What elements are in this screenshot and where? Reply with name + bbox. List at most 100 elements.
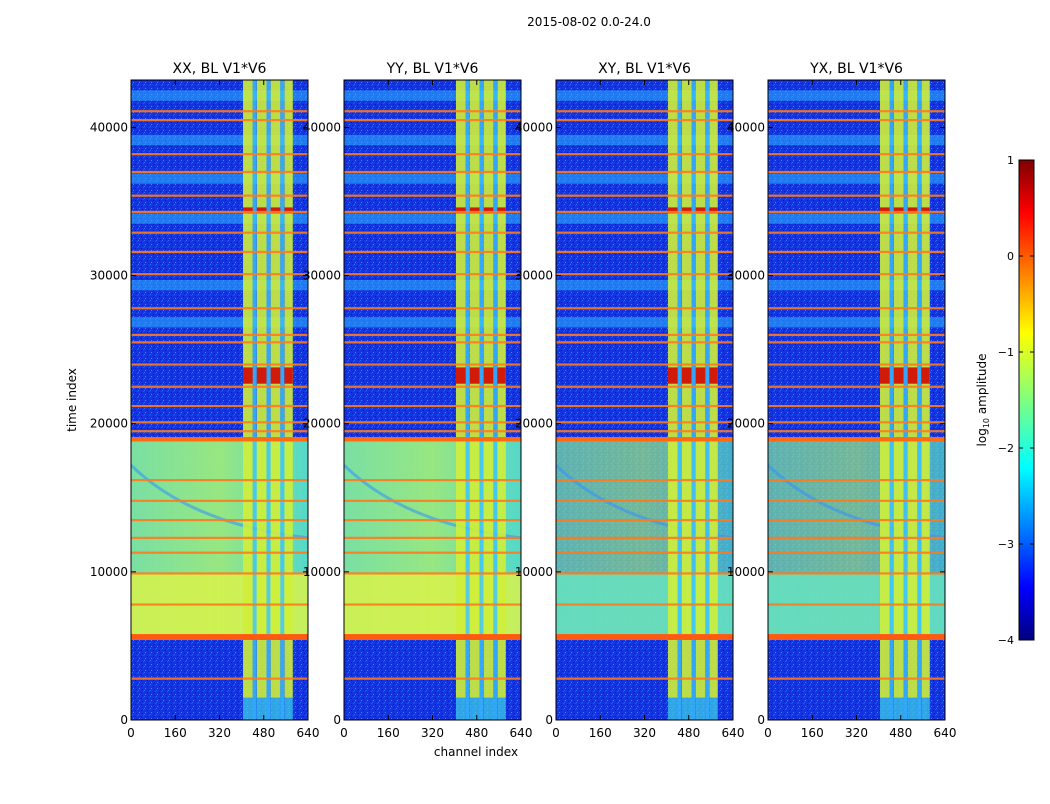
cyan-stripe <box>131 317 308 328</box>
strong-rfi <box>483 207 494 214</box>
rfi-gap <box>465 80 470 720</box>
bright-time-band <box>768 499 945 502</box>
rfi-channel-band <box>668 80 678 698</box>
y-tick-label: 20000 <box>727 417 765 431</box>
rfi-gap <box>479 80 484 720</box>
strong-rfi <box>709 367 718 384</box>
x-tick-label: 480 <box>252 726 275 740</box>
strong-rfi <box>483 367 494 384</box>
bright-time-band <box>556 421 733 424</box>
x-tick-label: 160 <box>801 726 824 740</box>
bright-time-band <box>344 273 521 276</box>
x-tick-label: 160 <box>164 726 187 740</box>
x-tick-label: 160 <box>589 726 612 740</box>
bright-time-band <box>768 519 945 522</box>
rfi-channel-band-low <box>709 697 718 720</box>
y-tick-label: 10000 <box>90 565 128 579</box>
bright-time-band <box>768 307 945 310</box>
strong-rfi <box>270 367 281 384</box>
rfi-channel-band-low <box>893 697 904 720</box>
cyan-stripe <box>344 280 521 291</box>
bright-time-band <box>131 307 308 310</box>
thick-time-band <box>556 437 733 442</box>
panels: XX, BL V1*V6 0 160 320 480 640 0 10000 20000 3000… <box>90 61 957 740</box>
strong-rfi <box>921 367 930 384</box>
bright-time-band <box>131 231 308 234</box>
y-tick-label: 0 <box>545 713 553 727</box>
x-tick-label: 320 <box>633 726 656 740</box>
x-tick-label: 320 <box>845 726 868 740</box>
panel-title: YX, BL V1*V6 <box>809 61 903 77</box>
rfi-channel-band <box>893 80 904 698</box>
y-tick-label: 0 <box>120 713 128 727</box>
bright-time-band <box>556 250 733 254</box>
cyan-stripe <box>556 90 733 101</box>
heatmap-image <box>768 80 945 720</box>
colorbar-tick-label: −3 <box>998 538 1014 551</box>
panel-title: XY, BL V1*V6 <box>598 61 691 77</box>
bright-time-band <box>344 341 521 344</box>
bright-time-band <box>556 499 733 502</box>
bright-time-band <box>344 307 521 310</box>
strong-rfi <box>880 207 890 214</box>
x-tick-label: 320 <box>208 726 231 740</box>
bright-time-band <box>556 170 733 174</box>
bright-time-band <box>768 110 945 113</box>
strong-rfi <box>709 207 718 214</box>
colorbar-ticks: 1 0 −1 −2 −3 −4 <box>998 154 1034 647</box>
rfi-channel-band <box>880 80 890 698</box>
strong-rfi <box>880 367 890 384</box>
bright-time-band <box>131 603 308 606</box>
bright-time-band <box>556 110 733 113</box>
bright-time-band <box>556 572 733 575</box>
rfi-channel-band-low <box>668 697 678 720</box>
bright-time-band <box>131 170 308 174</box>
rfi-gap <box>889 80 894 720</box>
x-tick-label: 320 <box>421 726 444 740</box>
rfi-channel-band-low <box>270 697 281 720</box>
bright-time-band <box>344 170 521 174</box>
cyan-stripe <box>768 173 945 184</box>
bright-time-band <box>344 677 521 680</box>
cyan-stripe <box>344 134 521 146</box>
x-tick-label: 640 <box>934 726 957 740</box>
bright-time-band <box>131 430 308 433</box>
strong-rfi <box>256 367 267 384</box>
bright-time-band <box>556 153 733 156</box>
bright-time-band <box>344 421 521 424</box>
bright-time-band <box>768 153 945 156</box>
bright-time-band <box>556 307 733 310</box>
strong-rfi <box>243 207 253 214</box>
bright-time-band <box>344 430 521 433</box>
bright-time-band <box>556 273 733 276</box>
x-tick-label: 480 <box>889 726 912 740</box>
bright-time-band <box>344 363 521 366</box>
bright-time-band <box>768 551 945 554</box>
bright-time-band <box>768 119 945 122</box>
bright-time-band <box>344 250 521 254</box>
thick-time-band <box>131 437 308 442</box>
bright-time-band <box>131 153 308 156</box>
strong-rfi <box>243 367 253 384</box>
panel-xx: XX, BL V1*V6 0 160 320 480 640 0 10000 20000 3000… <box>90 61 320 740</box>
y-axis-label: time index <box>65 368 79 432</box>
x-tick-label: 0 <box>552 726 560 740</box>
y-tick-label: 40000 <box>515 120 553 134</box>
suptitle: 2015-08-02 0.0-24.0 <box>527 15 651 29</box>
x-tick-label: 160 <box>377 726 400 740</box>
rfi-channel-band <box>907 80 918 698</box>
y-tick-label: 10000 <box>303 565 341 579</box>
bright-time-band <box>768 479 945 482</box>
y-tick-label: 30000 <box>727 269 765 283</box>
y-tick-label: 20000 <box>515 417 553 431</box>
bright-time-band <box>556 536 733 539</box>
bright-time-band <box>556 231 733 234</box>
strong-rfi <box>497 207 506 214</box>
bright-time-band <box>131 333 308 337</box>
bright-time-band <box>344 404 521 408</box>
bright-time-band <box>556 519 733 522</box>
bright-time-band <box>768 677 945 680</box>
cyan-stripe <box>556 213 733 224</box>
rfi-channel-band-low <box>497 697 506 720</box>
